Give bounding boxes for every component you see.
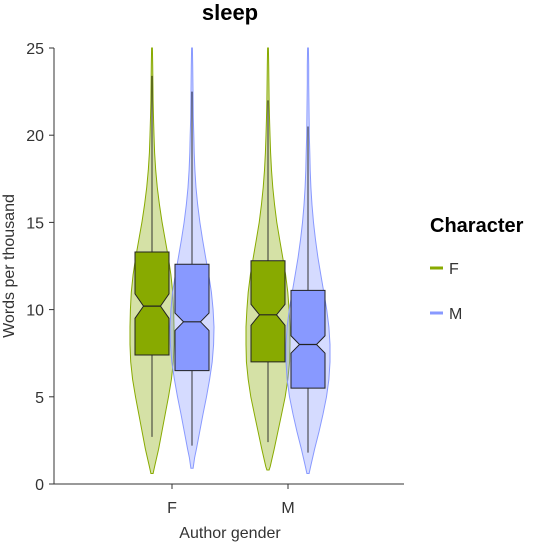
box-char-m-author-m: [290, 289, 326, 389]
y-tick-label: 0: [35, 477, 44, 494]
y-tick-label: 10: [26, 303, 44, 320]
legend-label-m: M: [449, 306, 462, 323]
x-tick-label: F: [167, 500, 177, 517]
y-tick-label: 5: [35, 390, 44, 407]
legend-label-f: F: [449, 261, 459, 278]
y-tick-label: 15: [26, 215, 44, 232]
y-tick-label: 25: [26, 41, 44, 58]
box-char-f-author-f: [134, 251, 170, 356]
legend-title: Character: [430, 215, 524, 237]
chart-title: sleep: [202, 0, 258, 25]
plot-area: [129, 47, 331, 474]
box-char-m-author-f: [174, 263, 210, 372]
y-tick-label: 20: [26, 128, 44, 145]
y-axis-title: Words per thousand: [1, 194, 18, 338]
x-tick-label: M: [281, 500, 294, 517]
box-char-f-author-m: [250, 260, 286, 363]
x-axis-title: Author gender: [179, 525, 281, 542]
y-ticks: 0 5 10 15 20 25: [26, 41, 54, 494]
legend: Character F M: [430, 215, 524, 323]
